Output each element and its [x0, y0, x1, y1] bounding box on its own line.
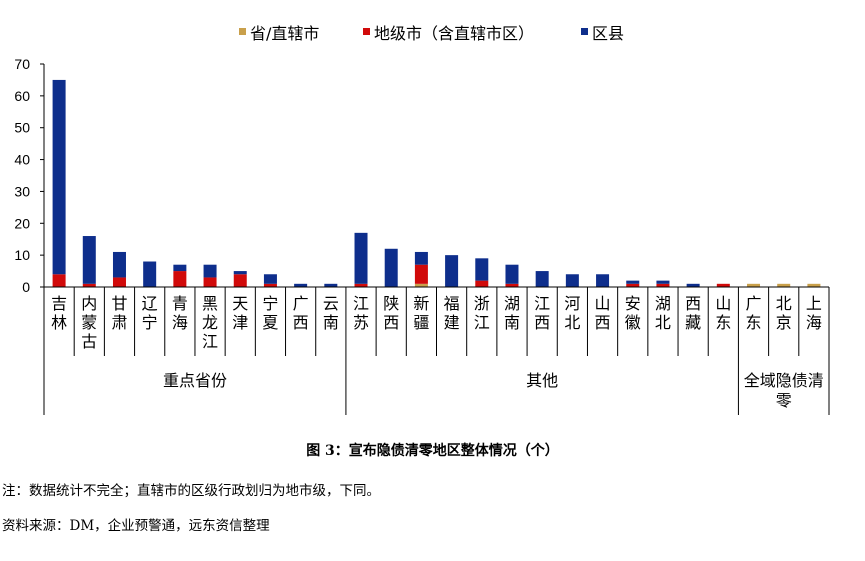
legend-swatch — [581, 28, 588, 35]
bar-segment — [414, 251, 428, 265]
figure-title: 图 3：宣布隐债清零地区整体情况（个） — [306, 443, 559, 459]
y-tick-label: 60 — [14, 88, 30, 104]
category-label: 新疆 — [413, 294, 429, 332]
bar-segment — [203, 277, 217, 287]
category-label: 宁夏 — [262, 294, 278, 332]
bar-segment — [807, 283, 821, 287]
legend-label: 省/直辖市 — [250, 24, 319, 43]
bar-segment — [686, 283, 700, 287]
legend-swatch — [239, 28, 246, 35]
bar-segment — [626, 280, 640, 284]
bar-segment — [173, 264, 187, 272]
legend-swatch — [363, 28, 370, 35]
bar-segment — [656, 283, 670, 287]
bar-segment — [143, 261, 157, 287]
bar-segment — [565, 274, 579, 287]
category-label: 北京 — [776, 294, 792, 332]
category-label: 天津 — [232, 294, 248, 332]
y-tick-label: 40 — [14, 152, 30, 168]
bar-segment — [203, 264, 217, 278]
bar-segment — [52, 79, 66, 275]
bar-segment — [354, 283, 368, 287]
legend-label: 区县 — [592, 24, 624, 43]
category-label: 吉林 — [51, 294, 67, 332]
bar-segment — [82, 236, 96, 284]
y-tick-label: 50 — [14, 120, 30, 136]
stacked-bar-chart: 省/直辖市 地级市（含直辖市区） 区县 0 10 20 30 40 50 60 70 吉林内蒙古甘… — [14, 24, 830, 415]
bar-segment — [112, 277, 126, 287]
category-label: 河北 — [564, 294, 580, 332]
figure-source: 资料来源：DM，企业预警通，远东资信整理 — [2, 518, 270, 534]
bar-segment — [445, 255, 459, 287]
bar-segment — [716, 283, 730, 287]
category-label: 湖北 — [655, 294, 671, 332]
chart-legend: 省/直辖市 地级市（含直辖市区） 区县 — [239, 24, 624, 43]
bar-segment — [173, 271, 187, 287]
legend-label: 地级市（含直辖市区） — [374, 24, 534, 43]
category-label: 青海 — [172, 294, 188, 332]
bar-segment — [52, 274, 66, 287]
bar-segment — [505, 264, 519, 284]
y-axis: 0 10 20 30 40 50 60 70 — [14, 56, 45, 295]
bar-segment — [324, 283, 338, 287]
bar-segment — [656, 280, 670, 284]
category-label: 上海 — [806, 294, 822, 332]
bar-segment — [263, 283, 277, 287]
y-tick-label: 10 — [14, 247, 30, 263]
category-label: 云南 — [323, 294, 339, 332]
category-label: 安徽 — [625, 294, 641, 332]
bar-segment — [475, 258, 489, 281]
bar-segment — [233, 274, 247, 287]
category-label: 西藏 — [685, 294, 701, 332]
category-label: 湖南 — [504, 294, 520, 332]
bar-segment — [626, 283, 640, 287]
category-label: 山东 — [715, 294, 731, 332]
x-axis: 吉林内蒙古甘肃辽宁青海黑龙江天津宁夏广西云南江苏陕西新疆福建浙江湖南江西河北山西… — [43, 286, 830, 415]
group-label: 重点省份 — [163, 371, 227, 390]
category-label: 甘肃 — [111, 294, 127, 332]
bar-segment — [294, 283, 308, 287]
bar-segment — [475, 280, 489, 287]
bar-segment — [354, 232, 368, 284]
bar-segment — [82, 283, 96, 287]
y-tick-label: 70 — [14, 56, 30, 72]
bar-segment — [414, 264, 428, 284]
category-label: 陕西 — [383, 294, 399, 332]
bar-segment — [596, 274, 610, 287]
bar-segment — [747, 283, 761, 287]
category-label: 福建 — [444, 294, 460, 332]
y-tick-label: 30 — [14, 183, 30, 199]
bar-segment — [233, 271, 247, 275]
y-tick-label: 0 — [22, 279, 30, 295]
bar-segment — [384, 248, 398, 287]
group-label: 全域隐债清零 — [744, 371, 824, 410]
bar-segment — [263, 274, 277, 284]
category-label: 内蒙古 — [81, 294, 97, 351]
bar-series — [52, 79, 821, 287]
category-label: 广东 — [746, 294, 762, 332]
group-label: 其他 — [526, 371, 558, 390]
bar-segment — [505, 283, 519, 287]
category-label: 广西 — [293, 294, 309, 332]
y-tick-label: 20 — [14, 215, 30, 231]
category-label: 浙江 — [474, 294, 490, 332]
category-label: 辽宁 — [142, 294, 158, 332]
category-label: 山西 — [595, 294, 611, 332]
figure-note: 注：数据统计不完全；直辖市的区级行政划归为地市级，下同。 — [2, 483, 380, 499]
category-label: 江西 — [534, 294, 550, 332]
bar-segment — [414, 283, 428, 287]
bar-segment — [535, 271, 549, 287]
bar-segment — [777, 283, 791, 287]
category-label: 江苏 — [353, 294, 369, 332]
bar-segment — [112, 251, 126, 278]
category-label: 黑龙江 — [202, 294, 218, 351]
